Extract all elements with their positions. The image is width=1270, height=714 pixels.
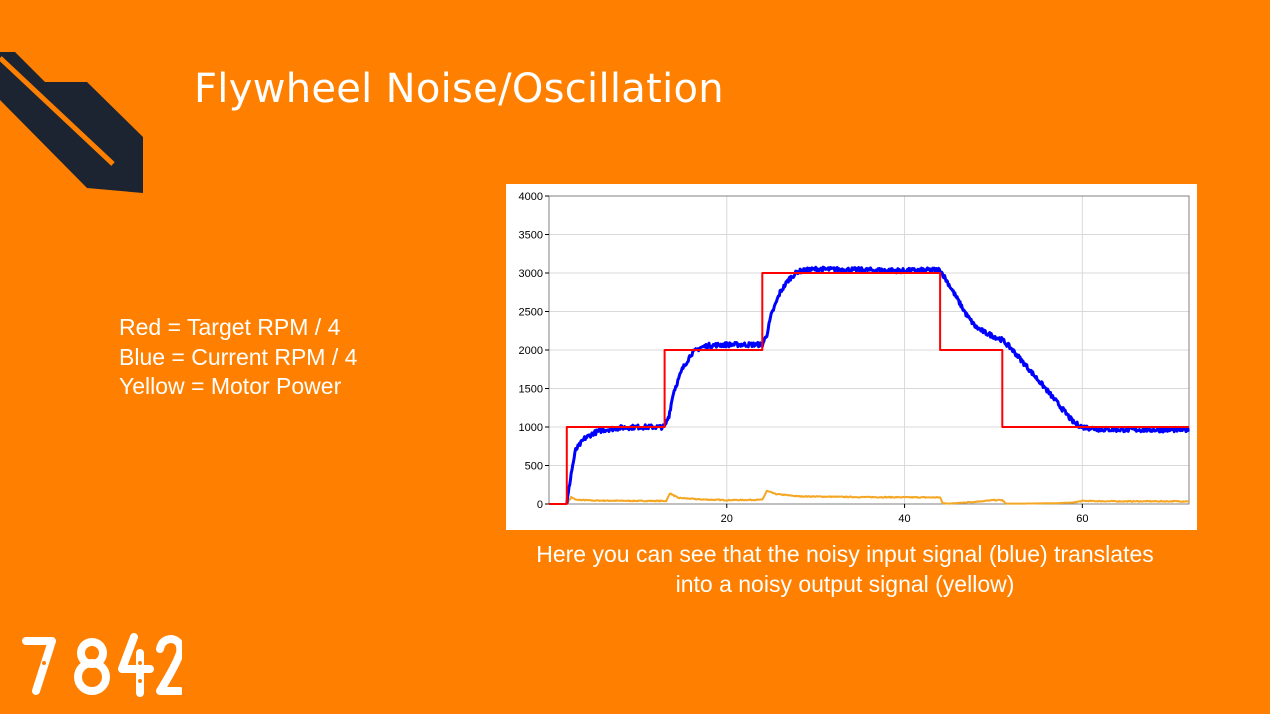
x-tick-label: 60 bbox=[1076, 513, 1088, 525]
color-legend: Red = Target RPM / 4 Blue = Current RPM … bbox=[119, 313, 357, 402]
y-tick-label: 2500 bbox=[519, 307, 543, 319]
y-tick-label: 1500 bbox=[519, 384, 543, 396]
x-tick-label: 20 bbox=[721, 513, 733, 525]
rpm-chart-svg: 0 500 1000 1500 2000 2500 3000 3500 4000 20 40 60 bbox=[519, 191, 1190, 525]
y-tick-label: 500 bbox=[525, 461, 543, 473]
caption-line-1: Here you can see that the noisy input si… bbox=[536, 541, 1154, 567]
y-tick-label: 3000 bbox=[519, 268, 543, 280]
legend-red: Red = Target RPM / 4 bbox=[119, 314, 341, 340]
y-tick-label: 0 bbox=[537, 499, 543, 511]
slide-title: Flywheel Noise/Oscillation bbox=[194, 66, 724, 112]
motor-power-line bbox=[565, 489, 1190, 505]
current-rpm-line bbox=[565, 265, 1190, 505]
chart-caption: Here you can see that the noisy input si… bbox=[456, 539, 1234, 599]
legend-yellow: Yellow = Motor Power bbox=[119, 373, 342, 399]
legend-blue: Blue = Current RPM / 4 bbox=[119, 343, 358, 370]
y-tick-label: 2000 bbox=[519, 345, 543, 357]
y-tick-label: 4000 bbox=[519, 191, 543, 203]
target-rpm-line bbox=[549, 272, 1189, 505]
team-logo bbox=[22, 633, 182, 697]
rpm-chart: 0 500 1000 1500 2000 2500 3000 3500 4000 20 40 60 bbox=[506, 184, 1197, 530]
y-tick-label: 3500 bbox=[519, 230, 543, 242]
y-tick-label: 1000 bbox=[519, 422, 543, 434]
caption-line-2: into a noisy output signal (yellow) bbox=[675, 571, 1015, 597]
corner-chevron-graphic bbox=[0, 52, 143, 193]
x-tick-label: 40 bbox=[898, 513, 910, 525]
